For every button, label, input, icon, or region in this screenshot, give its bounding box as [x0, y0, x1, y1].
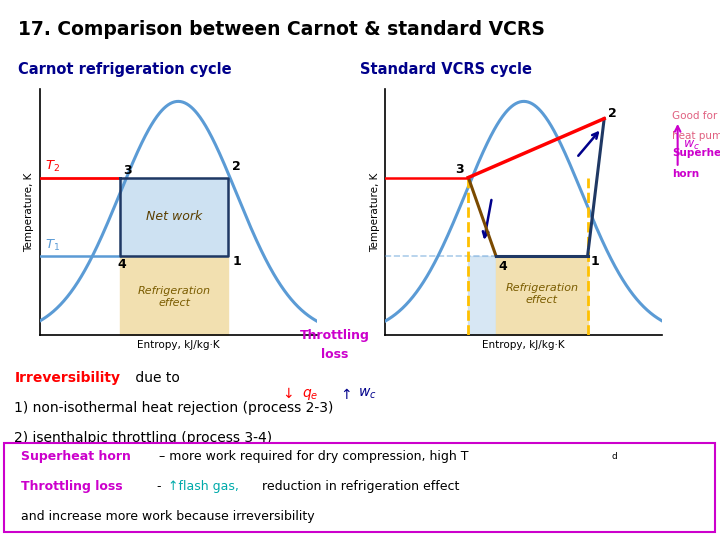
X-axis label: Entropy, kJ/kg·K: Entropy, kJ/kg·K	[482, 340, 565, 350]
Text: due to: due to	[130, 371, 179, 385]
Y-axis label: Temperature, K: Temperature, K	[24, 172, 34, 252]
Text: horn: horn	[672, 169, 699, 179]
Text: $T_1$: $T_1$	[45, 238, 60, 253]
Text: -: -	[153, 480, 166, 493]
Text: Refrigeration
effect: Refrigeration effect	[138, 286, 210, 308]
Text: and increase more work because irreversibility: and increase more work because irreversi…	[22, 510, 315, 523]
Text: Standard VCRS cycle: Standard VCRS cycle	[360, 62, 532, 77]
FancyBboxPatch shape	[4, 443, 715, 532]
Text: Good for: Good for	[672, 111, 717, 121]
Text: $w_c$: $w_c$	[683, 139, 700, 152]
Text: 4: 4	[498, 260, 507, 273]
Text: 1: 1	[591, 255, 600, 268]
Text: $T_2$: $T_2$	[45, 159, 60, 174]
Text: reduction in refrigeration effect: reduction in refrigeration effect	[258, 480, 459, 493]
Text: Throttling loss: Throttling loss	[22, 480, 123, 493]
Text: 3: 3	[123, 164, 132, 177]
Text: 2: 2	[233, 160, 241, 173]
Text: Irreversibility: Irreversibility	[14, 371, 120, 385]
Text: Superheat: Superheat	[672, 148, 720, 158]
Text: ↑flash gas,: ↑flash gas,	[168, 480, 239, 493]
Text: 1) non-isothermal heat rejection (process 2-3): 1) non-isothermal heat rejection (proces…	[14, 401, 333, 415]
Text: d: d	[612, 453, 618, 461]
Text: loss: loss	[321, 348, 348, 361]
Text: 17. Comparison between Carnot & standard VCRS: 17. Comparison between Carnot & standard…	[18, 20, 545, 39]
Text: 2) isenthalpic throttling (process 3-4): 2) isenthalpic throttling (process 3-4)	[14, 431, 272, 446]
Text: – more work required for dry compression, high T: – more work required for dry compression…	[159, 449, 469, 463]
Text: $w_c$: $w_c$	[358, 387, 377, 401]
Text: 3: 3	[456, 163, 464, 176]
Y-axis label: Temperature, K: Temperature, K	[369, 172, 379, 252]
X-axis label: Entropy, kJ/kg·K: Entropy, kJ/kg·K	[137, 340, 220, 350]
Text: Net work: Net work	[146, 211, 202, 224]
Text: $\uparrow$: $\uparrow$	[338, 387, 352, 402]
Text: 4: 4	[118, 259, 127, 272]
Text: Refrigeration
effect: Refrigeration effect	[505, 283, 578, 305]
Text: Throttling: Throttling	[300, 329, 370, 342]
Text: heat pumps: heat pumps	[672, 131, 720, 141]
Text: Carnot refrigeration cycle: Carnot refrigeration cycle	[18, 62, 232, 77]
Text: $q_e$: $q_e$	[302, 387, 318, 402]
Text: $\downarrow$: $\downarrow$	[280, 387, 294, 401]
Text: 1: 1	[233, 255, 241, 268]
Text: 2: 2	[608, 107, 617, 120]
Text: Superheat horn: Superheat horn	[22, 449, 131, 463]
